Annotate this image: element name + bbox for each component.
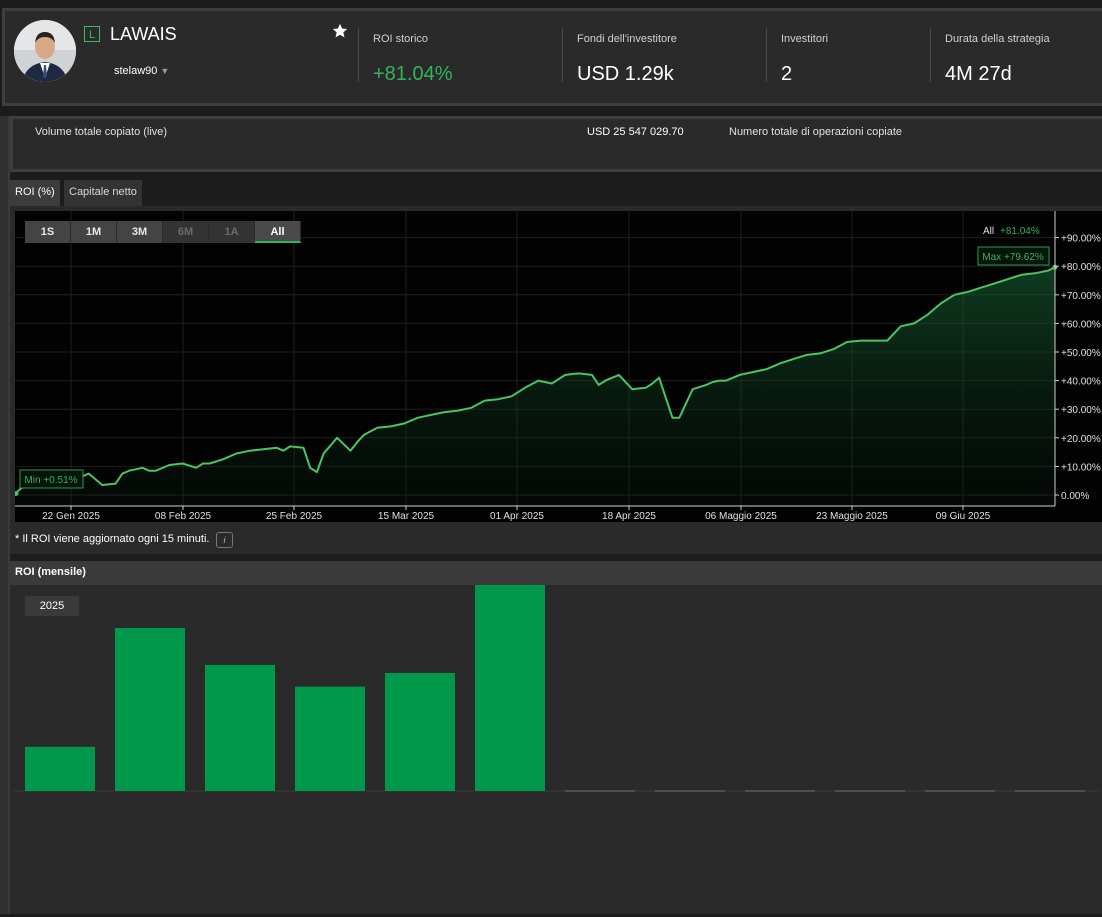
roi-series-line xyxy=(14,266,1056,495)
range-3m-button[interactable]: 3M xyxy=(117,221,163,243)
range-all-button[interactable]: All xyxy=(255,221,301,243)
range-selector: 1S 1M 3M 6M 1A All xyxy=(25,221,301,243)
username-dropdown[interactable]: stelaw90 ▼ xyxy=(114,65,169,77)
x-tick-label: 22 Gen 2025 xyxy=(42,511,100,522)
divider xyxy=(358,28,359,82)
y-tick-label: +10.00% xyxy=(1061,462,1101,473)
info-icon[interactable]: i xyxy=(216,532,233,548)
y-tick-label: +80.00% xyxy=(1061,262,1101,273)
level-badge: L xyxy=(84,26,100,42)
strategy-header xyxy=(2,8,1102,106)
current-roi-label: +81.04% xyxy=(1000,226,1040,237)
investor-funds-label: Fondi dell'investitore xyxy=(577,33,677,45)
y-tick-label: 0.00% xyxy=(1061,491,1089,502)
monthly-roi-bar[interactable] xyxy=(475,584,545,791)
range-1m-button[interactable]: 1M xyxy=(71,221,117,243)
favorite-star-icon[interactable] xyxy=(331,22,349,40)
monthly-roi-panel xyxy=(10,584,1102,914)
x-tick-label: 15 Mar 2025 xyxy=(378,511,435,522)
volume-panel: Volume totale copiato (live) USD 25 547 … xyxy=(10,116,1102,172)
monthly-roi-bar[interactable] xyxy=(385,672,455,791)
username-label: stelaw90 xyxy=(114,65,158,77)
monthly-roi-header: ROI (mensile) xyxy=(10,561,1102,585)
avatar-image xyxy=(14,20,76,82)
roi-update-note: * Il ROI viene aggiornato ogni 15 minuti… xyxy=(15,533,210,545)
y-tick-label: +70.00% xyxy=(1061,291,1101,302)
min-marker-label: Min +0.51% xyxy=(24,475,77,486)
duration-label: Durata della strategia xyxy=(945,33,1050,45)
y-tick-label: +50.00% xyxy=(1061,348,1101,359)
max-marker-label: Max +79.62% xyxy=(982,252,1044,263)
left-rail xyxy=(0,116,10,914)
range-1w-button[interactable]: 1S xyxy=(25,221,71,243)
roi-area-fill xyxy=(15,267,1055,506)
year-selector-button[interactable]: 2025 xyxy=(25,596,79,616)
tab-net-equity[interactable]: Capitale netto xyxy=(64,180,142,206)
y-tick-label: +20.00% xyxy=(1061,434,1101,445)
volume-label: Volume totale copiato (live) xyxy=(35,126,168,138)
avatar[interactable] xyxy=(14,20,76,82)
y-tick-label: +90.00% xyxy=(1061,234,1101,245)
monthly-roi-chart xyxy=(14,584,1098,792)
monthly-roi-title: ROI (mensile) xyxy=(15,566,86,578)
divider xyxy=(930,28,931,82)
investor-funds-value: USD 1.29k xyxy=(577,63,674,85)
roi-value: +81.04% xyxy=(373,63,453,85)
monthly-roi-bar[interactable] xyxy=(25,746,95,791)
volume-value: USD 25 547 029.70 xyxy=(587,126,684,138)
y-tick-label: +30.00% xyxy=(1061,405,1101,416)
x-tick-label: 23 Maggio 2025 xyxy=(816,511,888,522)
investors-value: 2 xyxy=(781,63,793,85)
investors-label: Investitori xyxy=(781,33,829,45)
roi-chart-svg: +90.00% +80.00% +70.00% +60.00% +50.00% +40.0… xyxy=(13,211,1101,522)
chevron-down-icon: ▼ xyxy=(160,66,170,76)
x-tick-label: 09 Giu 2025 xyxy=(936,511,991,522)
roi-label: ROI storico xyxy=(373,33,429,45)
monthly-roi-bar[interactable] xyxy=(205,664,275,791)
monthly-roi-bar[interactable] xyxy=(295,686,365,791)
divider xyxy=(766,28,767,82)
x-tick-label: 06 Maggio 2025 xyxy=(705,511,777,522)
duration-value: 4M 27d xyxy=(945,63,1012,85)
divider xyxy=(562,28,563,82)
y-tick-label: +60.00% xyxy=(1061,319,1101,330)
range-1y-button: 1A xyxy=(209,221,255,243)
monthly-roi-bar[interactable] xyxy=(115,627,185,791)
x-tick-label: 18 Apr 2025 xyxy=(602,511,656,522)
roi-start-point xyxy=(13,491,19,497)
y-tick-label: +40.00% xyxy=(1061,377,1101,388)
tab-roi[interactable]: ROI (%) xyxy=(10,180,60,206)
roi-chart[interactable]: +90.00% +80.00% +70.00% +60.00% +50.00% +40.0… xyxy=(13,211,1102,522)
strategy-name: LAWAIS xyxy=(110,24,177,44)
min-marker-box xyxy=(19,469,84,489)
x-tick-label: 01 Apr 2025 xyxy=(490,511,544,522)
max-marker-box xyxy=(977,246,1050,266)
operations-label: Numero totale di operazioni copiate xyxy=(729,126,903,138)
range-6m-button: 6M xyxy=(163,221,209,243)
x-tick-label: 08 Feb 2025 xyxy=(155,511,212,522)
x-tick-label: 25 Feb 2025 xyxy=(266,511,323,522)
range-label: All xyxy=(983,226,994,237)
